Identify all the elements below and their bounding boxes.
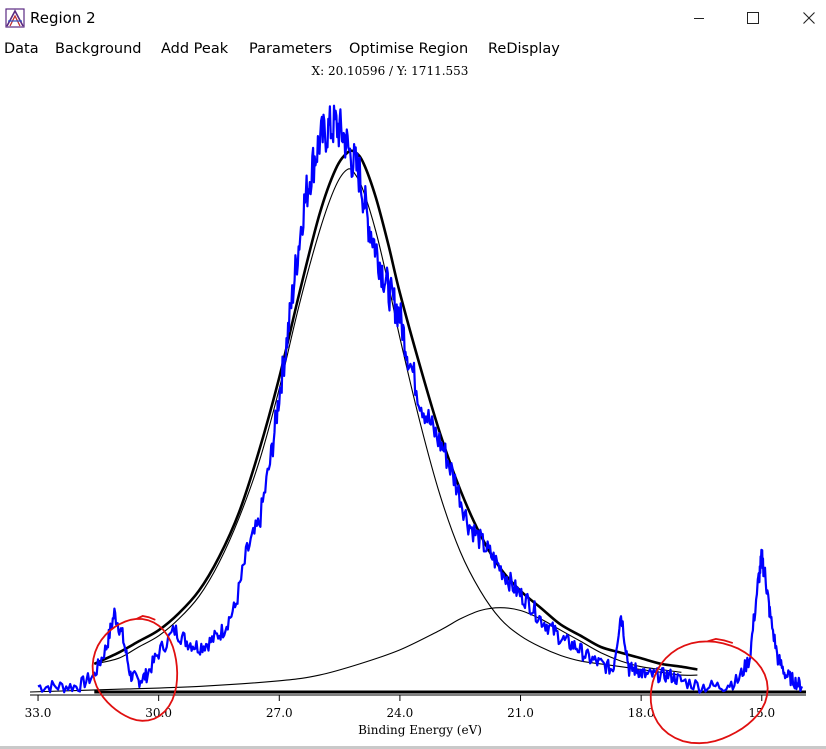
x-tick-label: 21.0 — [507, 706, 534, 720]
close-icon — [803, 12, 815, 24]
x-tick-label: 18.0 — [628, 706, 655, 720]
maximize-icon — [747, 12, 759, 24]
maximize-button[interactable] — [730, 0, 776, 36]
annotation-circle — [649, 637, 769, 745]
x-tick-label: 33.0 — [25, 706, 52, 720]
close-button[interactable] — [786, 0, 826, 36]
menu-redisplay[interactable]: ReDisplay — [488, 41, 560, 57]
menu-bar: Data Background Add Peak Parameters Opti… — [0, 38, 826, 62]
minimize-button[interactable] — [676, 0, 722, 36]
envelope-fit-line — [93, 149, 698, 671]
minimize-icon — [694, 18, 704, 19]
menu-background[interactable]: Background — [55, 41, 142, 57]
cursor-coordinates: X: 20.10596 / Y: 1711.553 — [311, 64, 469, 78]
secondary-peak-component-line — [29, 607, 682, 693]
title-bar: Region 2 — [0, 0, 826, 36]
x-axis-title: Binding Energy (eV) — [358, 723, 482, 737]
x-tick-label: 27.0 — [266, 706, 293, 720]
x-tick-label: 24.0 — [387, 706, 414, 720]
menu-data[interactable]: Data — [4, 41, 39, 57]
annotation-circle — [91, 615, 179, 722]
window-border — [0, 746, 826, 749]
menu-add-peak[interactable]: Add Peak — [161, 41, 229, 57]
menu-optimise-region[interactable]: Optimise Region — [349, 41, 469, 57]
window-title: Region 2 — [30, 9, 96, 27]
main-peak-component-line — [94, 168, 698, 676]
raw-data-line — [37, 104, 804, 694]
app-logo-icon — [5, 8, 25, 28]
menu-parameters[interactable]: Parameters — [249, 41, 332, 57]
